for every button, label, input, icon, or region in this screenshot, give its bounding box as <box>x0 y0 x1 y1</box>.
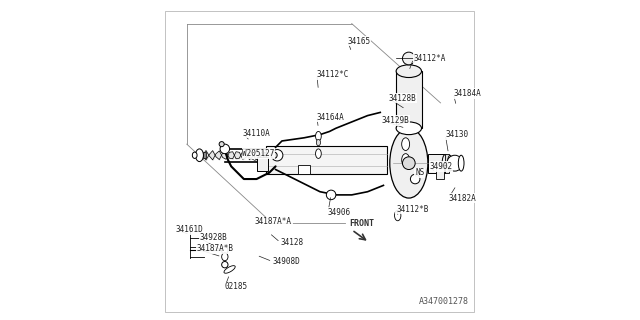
Bar <box>203 152 206 158</box>
Ellipse shape <box>402 154 410 166</box>
Circle shape <box>410 174 420 184</box>
Ellipse shape <box>442 155 449 172</box>
Bar <box>263 152 266 158</box>
Text: NS: NS <box>415 168 424 177</box>
Bar <box>436 168 444 179</box>
Text: 34128B: 34128B <box>388 94 416 103</box>
Text: 34112*C: 34112*C <box>317 70 349 79</box>
Text: FRONT: FRONT <box>349 219 374 228</box>
Text: 34902: 34902 <box>429 162 452 171</box>
Circle shape <box>219 142 224 147</box>
Ellipse shape <box>396 122 422 135</box>
Ellipse shape <box>316 140 321 146</box>
Text: 34110A: 34110A <box>243 129 270 138</box>
Circle shape <box>326 190 336 200</box>
Ellipse shape <box>458 155 464 171</box>
Text: 34187A*B: 34187A*B <box>196 244 234 253</box>
Ellipse shape <box>447 155 452 171</box>
Bar <box>396 71 422 128</box>
Bar <box>428 154 445 173</box>
Ellipse shape <box>224 266 236 273</box>
Text: 02185: 02185 <box>225 282 248 292</box>
Circle shape <box>221 261 228 268</box>
Ellipse shape <box>390 128 428 198</box>
Text: 34129B: 34129B <box>382 116 410 125</box>
Text: 34908D: 34908D <box>273 257 300 266</box>
Ellipse shape <box>195 149 204 162</box>
Text: W205127: W205127 <box>243 149 275 158</box>
Circle shape <box>403 157 415 170</box>
Ellipse shape <box>316 149 321 158</box>
Circle shape <box>403 52 415 65</box>
Text: 34112*B: 34112*B <box>396 205 429 214</box>
Text: A347001278: A347001278 <box>419 297 469 306</box>
Text: 34130: 34130 <box>445 130 468 139</box>
Ellipse shape <box>192 152 197 158</box>
Text: 34184A: 34184A <box>453 89 481 98</box>
Text: 34165: 34165 <box>348 36 371 45</box>
Ellipse shape <box>221 253 228 261</box>
Circle shape <box>220 144 230 154</box>
Text: 34128: 34128 <box>280 238 303 247</box>
Text: 34187A*A: 34187A*A <box>255 217 292 226</box>
Bar <box>445 154 449 173</box>
Ellipse shape <box>316 132 321 141</box>
Circle shape <box>271 149 283 161</box>
Bar <box>298 165 310 174</box>
Text: 34164A: 34164A <box>317 113 344 122</box>
Ellipse shape <box>221 246 228 254</box>
Text: 34112*A: 34112*A <box>413 54 446 63</box>
Text: 34182A: 34182A <box>449 194 476 203</box>
Text: 34906: 34906 <box>328 208 351 217</box>
Ellipse shape <box>394 210 401 221</box>
Bar <box>257 157 268 171</box>
Bar <box>266 146 387 174</box>
FancyBboxPatch shape <box>164 11 474 312</box>
Ellipse shape <box>396 65 422 77</box>
Text: 34161D: 34161D <box>175 225 204 234</box>
Text: 34928B: 34928B <box>200 233 227 242</box>
Ellipse shape <box>402 138 410 150</box>
Circle shape <box>447 155 463 171</box>
Circle shape <box>271 152 277 158</box>
